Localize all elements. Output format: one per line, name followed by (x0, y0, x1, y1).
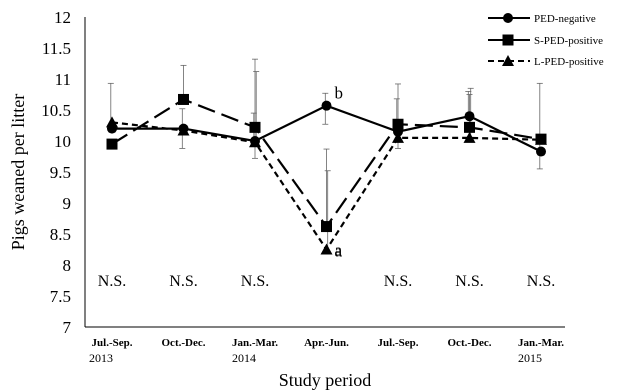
y-tick-label: 10 (54, 132, 71, 151)
y-tick-label: 7.5 (50, 287, 71, 306)
y-tick-label: 8.5 (50, 225, 71, 244)
legend-marker-square (502, 34, 514, 46)
ns-annotation: N.S. (455, 273, 483, 290)
legend-marker-triangle (502, 55, 514, 66)
x-tick-label: Oct.-Dec. (448, 337, 492, 349)
x-axis-title: Study period (279, 370, 372, 390)
ns-annotation: N.S. (98, 273, 126, 290)
x-year-label: 2013 (89, 351, 113, 365)
y-tick-label: 11 (55, 70, 71, 89)
legend-label: L-PED-positive (534, 56, 604, 68)
data-point-triangle (535, 133, 547, 145)
data-point-triangle (392, 131, 404, 143)
legend: PED-negative S-PED-positive L-PED-positive (488, 13, 604, 68)
axes (84, 17, 565, 328)
x-tick-label: Jul.-Sep. (378, 337, 419, 349)
data-point-triangle (320, 243, 333, 255)
legend-label: PED-negative (534, 13, 596, 25)
y-tick-label: 7 (63, 318, 72, 337)
data-point-triangle (463, 131, 476, 143)
significance-label: a (335, 241, 343, 260)
ns-annotation: N.S. (384, 273, 412, 290)
data-point-triangle (249, 136, 261, 148)
data-point-square (106, 138, 118, 150)
data-point-square (178, 93, 189, 105)
x-tick-label: Jan.-Mar. (232, 337, 278, 349)
x-tick-label: Apr.-Jun. (304, 337, 349, 349)
y-tick-label: 9.5 (50, 163, 71, 182)
x-tick-label: Jan.-Mar. (518, 337, 564, 349)
y-tick-label: 12 (54, 8, 71, 27)
annotations: N.S. N.S. N.S. N.S. N.S. N.S.baa (98, 84, 555, 290)
x-tick-label: Jul.-Sep. (92, 337, 133, 349)
x-tick-labels: Jul.-Sep. Oct.-Dec. Jan.-Mar. Apr.-Jun. Jul.… (89, 337, 564, 365)
ns-annotation: N.S. (527, 273, 555, 290)
data-point-circle (536, 146, 546, 157)
legend-marker-circle (503, 13, 513, 23)
error-bars (107, 58, 543, 250)
data-point-circle (321, 100, 332, 111)
data-point-square (392, 118, 404, 130)
x-year-label: 2015 (518, 351, 542, 365)
y-tick-label: 10.5 (41, 101, 71, 120)
y-tick-label: 9 (63, 194, 72, 213)
legend-label: S-PED-positive (534, 35, 603, 47)
x-tick-label: Oct.-Dec. (162, 337, 206, 349)
data-point-square (464, 121, 475, 133)
y-axis-title: Pigs weaned per litter (8, 94, 28, 250)
x-year-label: 2014 (232, 351, 256, 365)
significance-label: a (335, 242, 343, 261)
data-point-triangle (106, 116, 118, 128)
ns-annotation: N.S. (241, 273, 269, 290)
significance-label: b (335, 84, 344, 103)
data-point-triangle (177, 124, 190, 136)
y-tick-labels: 12 11.5 11 10.5 10 9.5 9 8.5 8 7.5 7 (41, 8, 71, 337)
data-point-square (321, 221, 332, 233)
data-point-square (249, 121, 261, 133)
series-markers (106, 93, 547, 255)
y-tick-label: 11.5 (42, 39, 71, 58)
data-point-circle (464, 111, 475, 122)
ns-annotation: N.S. (169, 273, 197, 290)
y-tick-label: 8 (63, 256, 72, 275)
